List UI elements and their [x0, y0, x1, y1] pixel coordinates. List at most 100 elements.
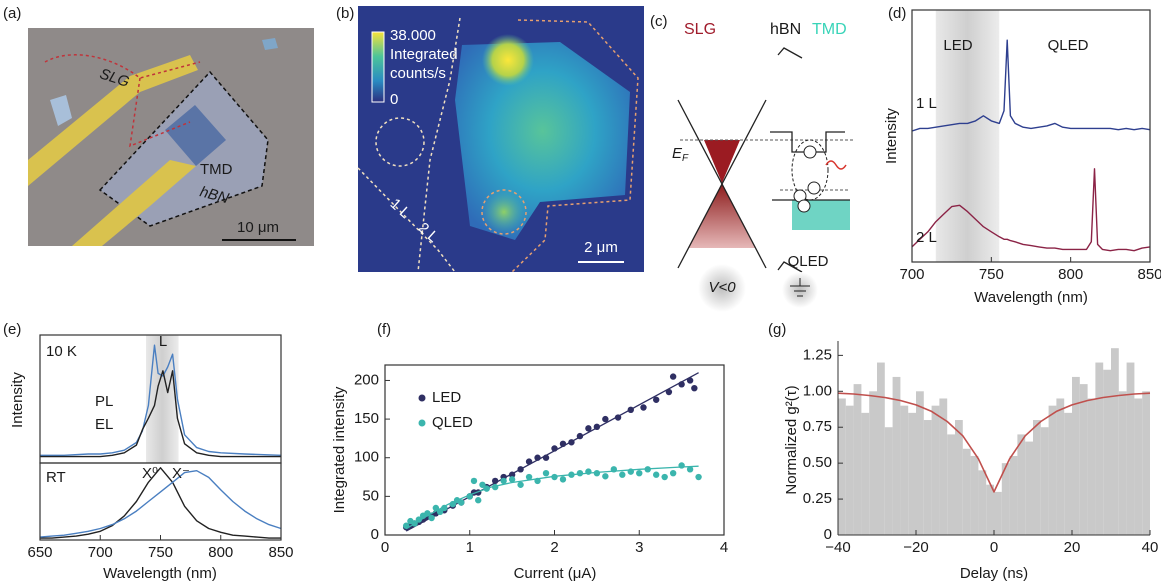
- data-point: [560, 476, 566, 482]
- bar: [1010, 456, 1018, 535]
- series-line: [40, 468, 281, 538]
- bar: [885, 427, 893, 535]
- data-point: [492, 478, 498, 484]
- panel-b: (b) 38.000 Integrated counts/s 0 1 L 2 L…: [336, 5, 644, 272]
- colorbar-title: Integrated: [390, 46, 458, 63]
- bar: [1041, 427, 1049, 535]
- data-point: [687, 377, 693, 383]
- data-point: [619, 472, 625, 478]
- hole: [808, 182, 820, 194]
- x-axis-label: Wavelength (nm): [103, 565, 217, 581]
- data-point: [670, 373, 676, 379]
- bar: [955, 420, 963, 535]
- data-point: [653, 472, 659, 478]
- series-label: 1 L: [916, 95, 937, 112]
- bar: [916, 391, 924, 535]
- bar: [1142, 391, 1150, 535]
- x-tick-label: 2: [550, 539, 558, 556]
- data-point: [551, 445, 557, 451]
- y-tick-label: 0: [371, 526, 379, 543]
- data-point: [628, 407, 634, 413]
- data-point: [636, 470, 642, 476]
- data-point: [517, 482, 523, 488]
- data-point: [484, 485, 490, 491]
- data-point: [678, 462, 684, 468]
- data-point: [602, 416, 608, 422]
- bar: [1017, 434, 1025, 535]
- bar: [963, 449, 971, 535]
- x-tick-label: 0: [990, 539, 998, 556]
- hole: [798, 200, 810, 212]
- fermi-label: EF: [672, 145, 689, 164]
- data-point: [661, 474, 667, 480]
- y-tick-label: 0.75: [803, 418, 832, 435]
- bar: [1072, 377, 1080, 535]
- x-tick-label: 750: [979, 266, 1004, 283]
- colorbar-title: counts/s: [390, 65, 446, 82]
- panel-label: (c): [650, 13, 668, 30]
- legend-label: LED: [432, 389, 461, 406]
- x-tick-label: 700: [899, 266, 924, 283]
- series-line: [40, 471, 281, 537]
- x-tick-label: 850: [1137, 266, 1161, 283]
- data-point: [543, 455, 549, 461]
- x-tick-label: 0: [381, 539, 389, 556]
- series-label: EL: [95, 416, 113, 433]
- panel-label: (d): [888, 5, 906, 22]
- annotation: L: [159, 333, 167, 350]
- bar: [846, 406, 854, 535]
- data-point: [534, 455, 540, 461]
- data-point: [458, 499, 464, 505]
- series-label: 2 L: [916, 229, 937, 246]
- data-point: [428, 515, 434, 521]
- data-point: [611, 466, 617, 472]
- plot-frame: [40, 463, 281, 540]
- annotation: QLED: [1048, 37, 1089, 54]
- bar: [1049, 406, 1057, 535]
- fermi-subscript: F: [682, 153, 689, 164]
- x-axis-label: Current (μA): [514, 565, 597, 581]
- bar: [900, 406, 908, 535]
- data-point: [594, 424, 600, 430]
- device-label: QLED: [788, 253, 829, 270]
- x-tick-label: 4: [720, 539, 728, 556]
- x-tick-label: 650: [27, 544, 52, 561]
- bar: [971, 456, 979, 535]
- data-point: [691, 385, 697, 391]
- data-point: [441, 505, 447, 511]
- bar: [1134, 398, 1142, 535]
- material-label: SLG: [684, 21, 716, 38]
- data-point: [492, 484, 498, 490]
- data-point: [509, 476, 515, 482]
- bar: [1111, 348, 1119, 535]
- bar: [861, 413, 869, 535]
- data-point: [577, 470, 583, 476]
- data-point: [640, 404, 646, 410]
- annotation: 10 K: [46, 343, 77, 360]
- bar: [994, 492, 1002, 535]
- legend-marker: [419, 395, 426, 402]
- x-tick-label: 800: [1058, 266, 1083, 283]
- scale-label: 10 μm: [237, 219, 279, 236]
- y-tick-label: 150: [354, 410, 379, 427]
- data-point: [695, 474, 701, 480]
- data-point: [615, 414, 621, 420]
- bar: [1056, 398, 1064, 535]
- data-point: [577, 433, 583, 439]
- panel-label: (f): [377, 321, 391, 338]
- bias-label: V<0: [708, 279, 736, 296]
- data-point: [526, 458, 532, 464]
- data-point: [543, 470, 549, 476]
- legend-label: QLED: [432, 414, 473, 431]
- panel-label: (e): [3, 321, 21, 338]
- data-point: [526, 474, 532, 480]
- bar: [1033, 420, 1041, 535]
- x-axis-label: Wavelength (nm): [974, 289, 1088, 306]
- bar: [854, 384, 862, 535]
- x-tick-label: 1: [466, 539, 474, 556]
- bar: [877, 363, 885, 535]
- filled-cone: [704, 140, 740, 183]
- bar: [1025, 442, 1033, 535]
- bar: [908, 413, 916, 535]
- hotspot: [482, 34, 534, 86]
